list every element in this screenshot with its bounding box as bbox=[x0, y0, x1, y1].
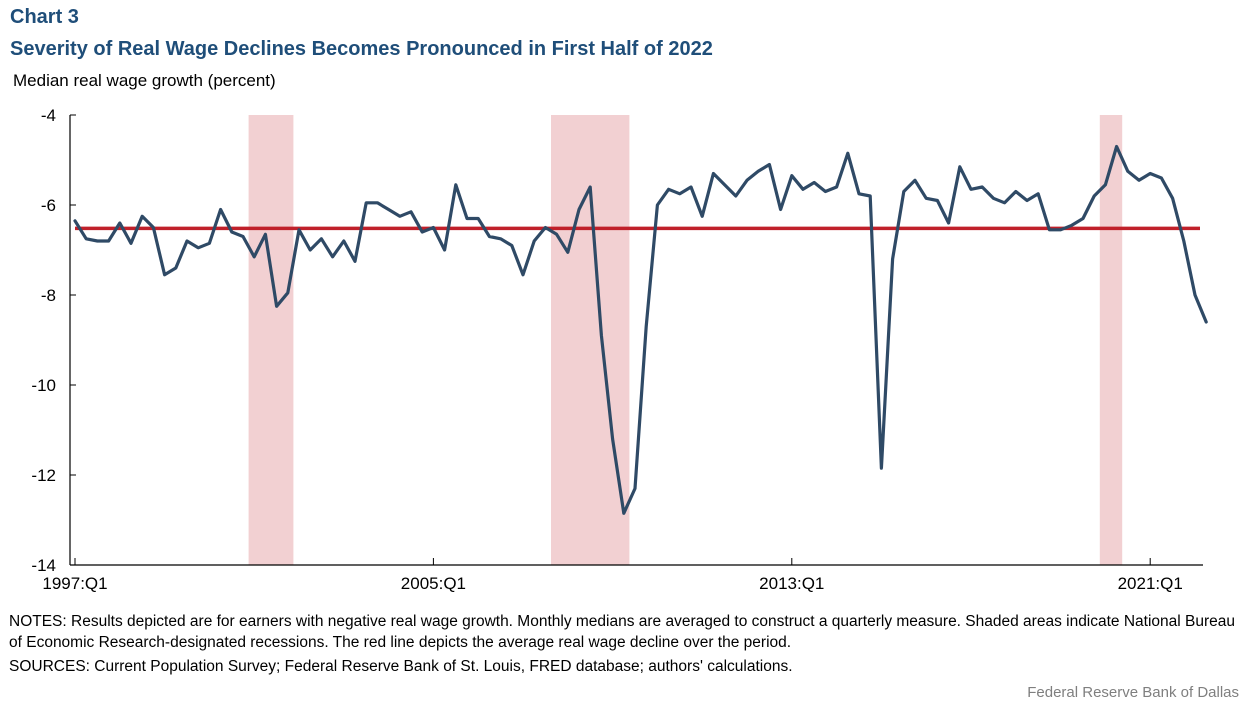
recession-band bbox=[551, 115, 630, 565]
y-tick-label: -4 bbox=[41, 106, 56, 125]
y-axis-label: Median real wage growth (percent) bbox=[13, 71, 276, 90]
x-tick-label: 2005:Q1 bbox=[401, 574, 466, 593]
chart-label: Chart 3 bbox=[10, 6, 79, 28]
x-tick-label: 1997:Q1 bbox=[42, 574, 107, 593]
y-tick-label: -10 bbox=[31, 376, 56, 395]
axes-group bbox=[69, 114, 1203, 566]
chart-title: Severity of Real Wage Declines Becomes P… bbox=[10, 38, 713, 60]
y-tick-label: -14 bbox=[31, 556, 56, 575]
x-tick-label: 2013:Q1 bbox=[759, 574, 824, 593]
y-tick-label: -8 bbox=[41, 286, 56, 305]
y-tick-label: -6 bbox=[41, 196, 56, 215]
y-tick-label: -12 bbox=[31, 466, 56, 485]
recession-band bbox=[1099, 115, 1123, 565]
chart-sources: SOURCES: Current Population Survey; Fede… bbox=[9, 658, 793, 675]
recession-shading-group bbox=[248, 115, 1123, 565]
recession-band bbox=[248, 115, 294, 565]
chart-notes: NOTES: Results depicted are for earners … bbox=[9, 613, 1236, 651]
wage-growth-series-line bbox=[73, 144, 1208, 515]
source-credit: Federal Reserve Bank of Dallas bbox=[1027, 684, 1239, 701]
x-tick-label: 2021:Q1 bbox=[1118, 574, 1183, 593]
series-group bbox=[73, 144, 1208, 515]
